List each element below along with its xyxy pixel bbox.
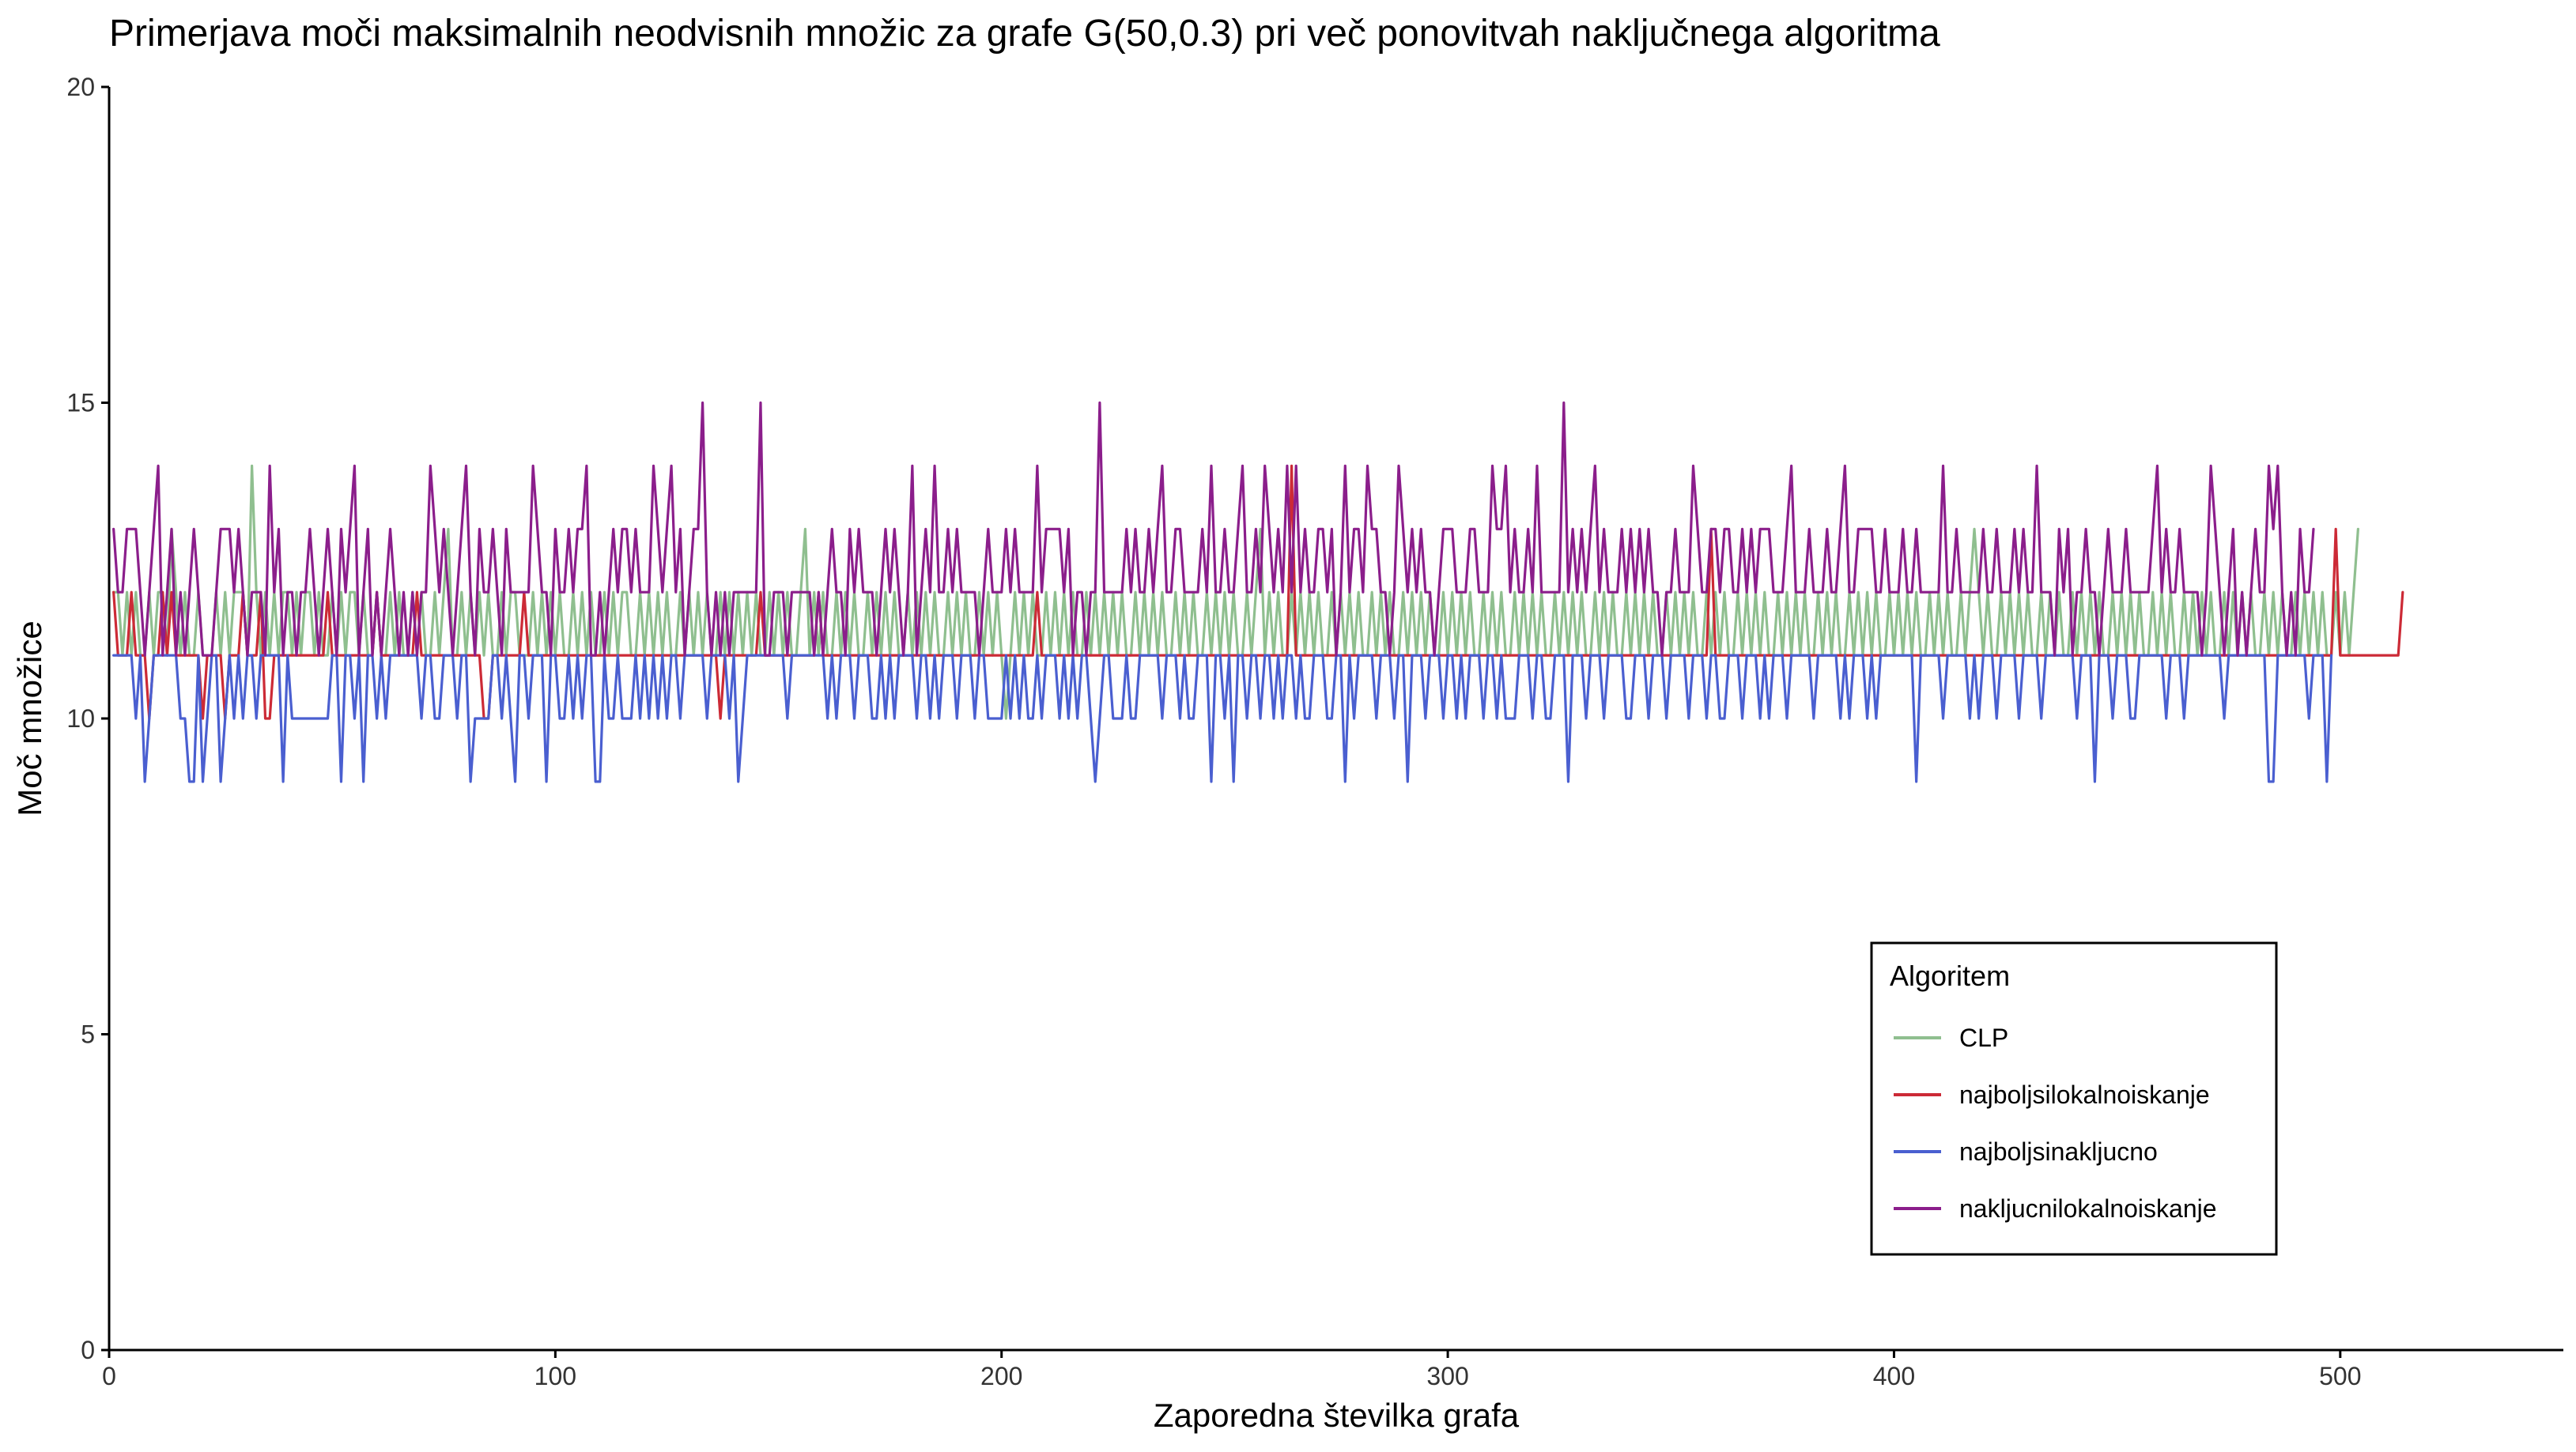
x-tick-label: 200 bbox=[980, 1362, 1022, 1390]
series-line-nakljucnilokalnoiskanje bbox=[112, 401, 2315, 657]
x-tick-label: 100 bbox=[534, 1362, 576, 1390]
legend-box bbox=[1870, 941, 2278, 1256]
y-tick-label: 0 bbox=[81, 1336, 95, 1364]
series-line-najboljsinakljucno bbox=[112, 654, 2333, 783]
legend: Algoritem CLP najboljsilokalnoiskanje najb… bbox=[1870, 941, 2278, 1256]
legend-label: najboljsinakljucno bbox=[1959, 1137, 2158, 1166]
legend-title: Algoritem bbox=[1890, 960, 2010, 992]
x-tick-label: 0 bbox=[102, 1362, 116, 1390]
series-line-CLP bbox=[112, 464, 2359, 720]
y-tick-label: 20 bbox=[66, 73, 95, 101]
chart-title: Primerjava moči maksimalnih neodvisnih m… bbox=[109, 13, 1940, 55]
y-axis-title: Moč množice bbox=[11, 620, 48, 816]
x-axis-title: Zaporedna številka grafa bbox=[1154, 1397, 1520, 1434]
x-tick-label: 400 bbox=[1873, 1362, 1915, 1390]
legend-items: CLP najboljsilokalnoiskanje najboljsinaklj… bbox=[1894, 1024, 2217, 1223]
plot-area bbox=[112, 401, 2404, 783]
y-axis-ticks: 0 5 10 15 20 bbox=[66, 73, 109, 1364]
y-tick-label: 15 bbox=[66, 389, 95, 417]
legend-label: nakljucnilokalnoiskanje bbox=[1959, 1194, 2217, 1223]
y-tick-label: 10 bbox=[66, 704, 95, 733]
legend-label: najboljsilokalnoiskanje bbox=[1959, 1081, 2210, 1109]
x-axis-ticks: 0 100 200 300 400 500 bbox=[102, 1350, 2362, 1390]
y-tick-label: 5 bbox=[81, 1020, 95, 1049]
legend-label: CLP bbox=[1959, 1024, 2008, 1052]
x-tick-label: 300 bbox=[1426, 1362, 1468, 1390]
x-tick-label: 500 bbox=[2319, 1362, 2361, 1390]
